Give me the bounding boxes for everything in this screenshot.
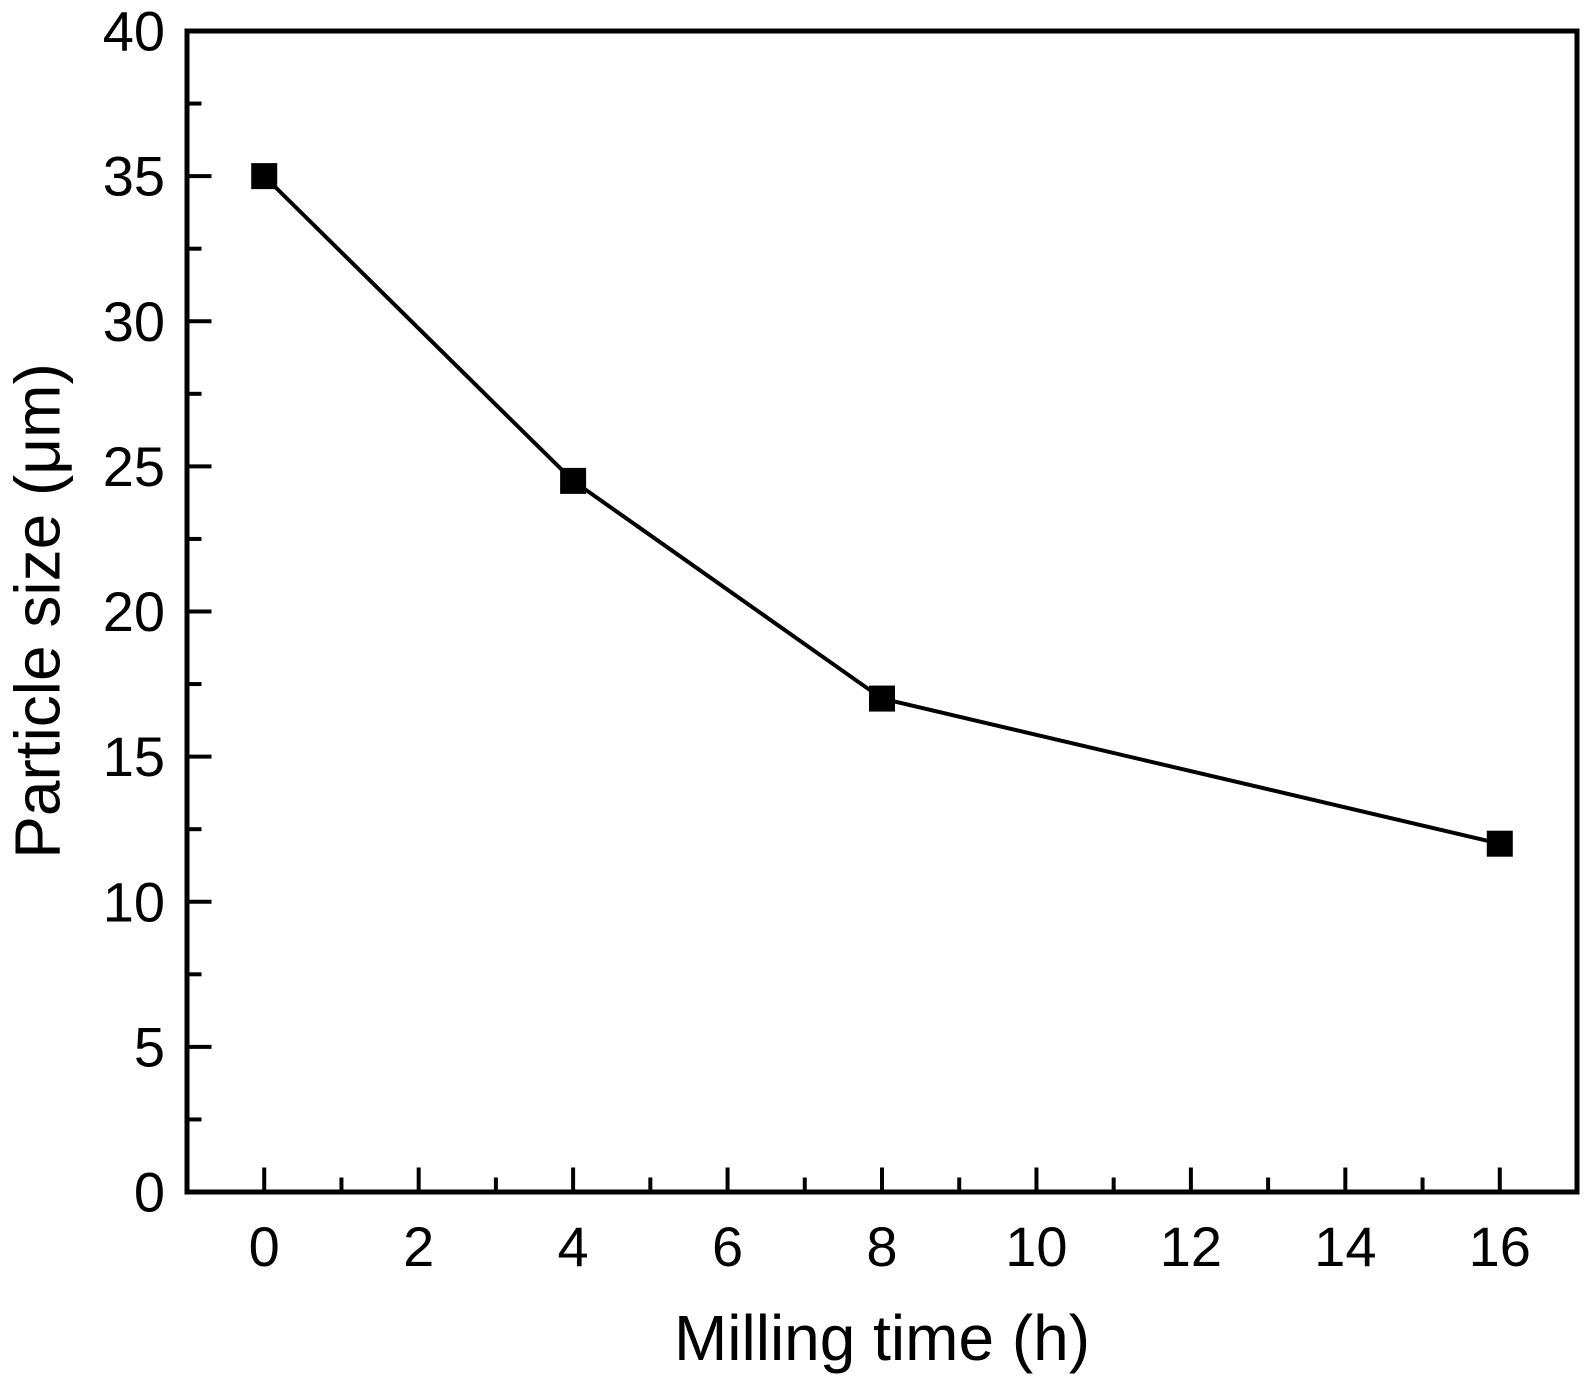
data-point-marker (251, 163, 278, 190)
x-tick-label: 4 (558, 1215, 589, 1278)
x-tick-label: 10 (1005, 1215, 1067, 1278)
x-tick-label: 8 (866, 1215, 897, 1278)
y-tick-label: 15 (103, 725, 165, 788)
x-tick-label: 0 (249, 1215, 280, 1278)
y-tick-label: 10 (103, 870, 165, 933)
x-tick-label: 2 (403, 1215, 434, 1278)
y-tick-label: 40 (103, 0, 165, 63)
y-axis-title: Particle size (μm) (1, 363, 74, 859)
x-axis-title: Milling time (h) (673, 1302, 1091, 1374)
data-line (262, 174, 1501, 846)
plot-frame (184, 28, 1580, 1195)
y-tick-label: 5 (134, 1015, 165, 1078)
data-point-marker (560, 467, 587, 494)
y-tick-label: 20 (103, 580, 165, 643)
y-tick-label: 25 (103, 435, 165, 498)
y-tick-label: 0 (134, 1161, 165, 1224)
y-tick-label: 30 (103, 290, 165, 353)
x-tick-label: 6 (712, 1215, 743, 1278)
data-point-marker (1486, 830, 1513, 857)
data-point-marker (869, 685, 895, 712)
x-tick-label: 16 (1469, 1215, 1531, 1278)
x-tick-label: 14 (1314, 1215, 1376, 1278)
x-tick-label: 12 (1160, 1215, 1222, 1278)
y-tick-label: 35 (103, 145, 165, 208)
